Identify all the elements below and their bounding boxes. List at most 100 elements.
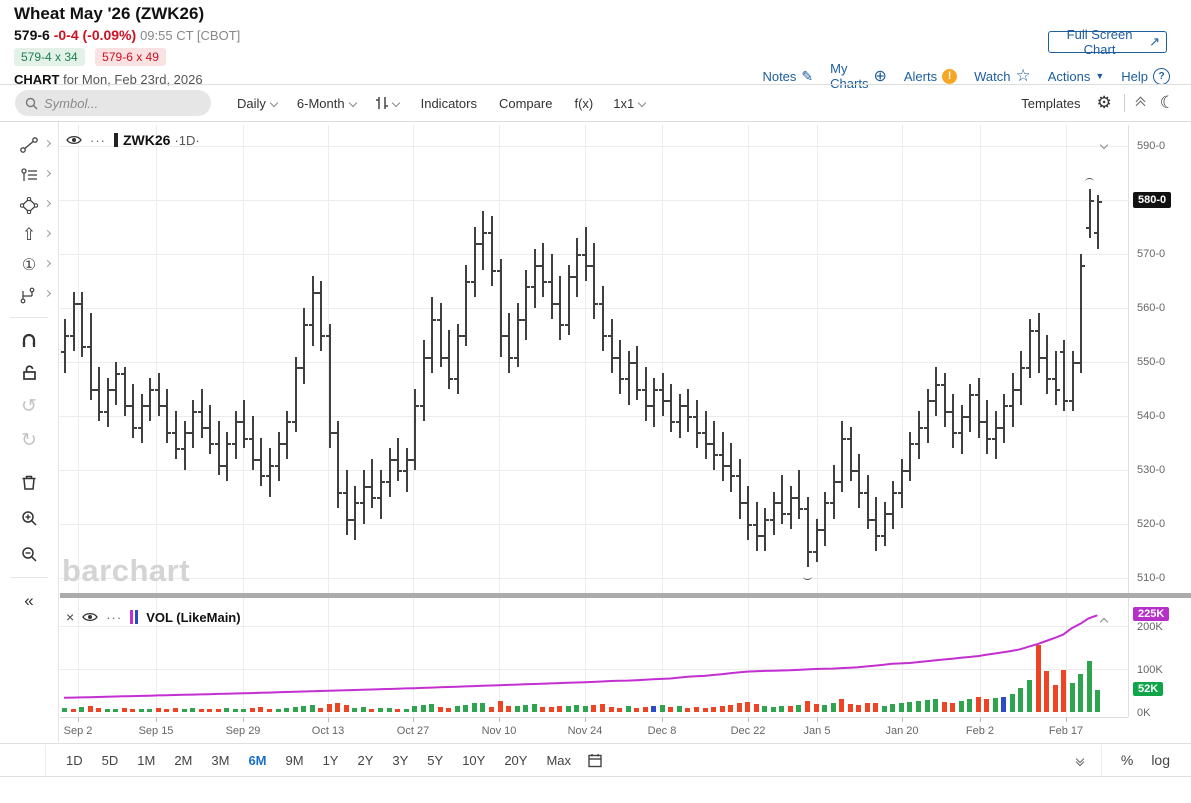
range-button-1d[interactable]: 1D bbox=[66, 752, 83, 768]
ohlc-bar bbox=[994, 410, 997, 460]
range-button-3m[interactable]: 3M bbox=[211, 752, 230, 768]
range-button-1y[interactable]: 1Y bbox=[322, 752, 339, 768]
help-link[interactable]: Help? bbox=[1121, 67, 1170, 85]
eye-icon[interactable] bbox=[82, 611, 98, 623]
compare-button[interactable]: Compare bbox=[499, 96, 552, 111]
measure-tool[interactable] bbox=[0, 280, 58, 310]
ohlc-bar bbox=[311, 275, 314, 346]
ohlc-open-tick bbox=[1043, 356, 1047, 359]
period-dropdown[interactable]: Daily bbox=[237, 96, 279, 111]
ohlc-open-tick bbox=[880, 534, 884, 537]
range-button-2y[interactable]: 2Y bbox=[357, 752, 374, 768]
range-button-max[interactable]: Max bbox=[546, 752, 572, 768]
volume-gridline bbox=[60, 626, 1128, 627]
ohlc-close-tick bbox=[151, 389, 155, 391]
fibonacci-tool[interactable] bbox=[0, 160, 58, 190]
ohlc-open-tick bbox=[940, 383, 944, 386]
pane-resize-handle[interactable] bbox=[60, 593, 1191, 598]
range-button-6m[interactable]: 6M bbox=[248, 752, 267, 768]
range-button-1m[interactable]: 1M bbox=[137, 752, 156, 768]
settings-button[interactable]: ⚙ bbox=[1097, 93, 1112, 113]
log-scale-button[interactable]: log bbox=[1151, 752, 1170, 768]
symbol-search-input[interactable]: Symbol... bbox=[15, 90, 211, 116]
trend-line-tool[interactable] bbox=[0, 130, 58, 160]
ohlc-bar bbox=[636, 345, 639, 400]
indicator-menu-icon[interactable]: ··· bbox=[106, 609, 123, 625]
number-annotation-tool[interactable]: ① bbox=[0, 250, 58, 280]
circled-one-icon: ① bbox=[21, 257, 37, 274]
ohlc-bars-icon bbox=[375, 97, 388, 109]
ohlc-open-tick bbox=[257, 459, 261, 462]
range-button-2m[interactable]: 2M bbox=[174, 752, 193, 768]
ohlc-bar bbox=[661, 372, 664, 416]
my-charts-link[interactable]: My Charts ⊕ bbox=[830, 61, 887, 91]
undo-button[interactable]: ↺ bbox=[0, 391, 58, 421]
ohlc-close-tick bbox=[621, 378, 625, 381]
volume-indicator-label[interactable]: VOL (LikeMain) bbox=[146, 609, 241, 625]
ohlc-bar bbox=[1011, 372, 1014, 427]
volume-bar bbox=[104, 708, 110, 712]
shapes-tool[interactable] bbox=[0, 190, 58, 220]
ohlc-close-tick bbox=[928, 399, 932, 402]
series-interval[interactable]: ·1D· bbox=[174, 132, 200, 148]
ohlc-open-tick bbox=[710, 443, 714, 445]
close-icon[interactable]: × bbox=[66, 609, 75, 625]
ohlc-close-tick bbox=[1090, 200, 1094, 202]
zoom-out-button[interactable] bbox=[0, 539, 58, 569]
range-button-20y[interactable]: 20Y bbox=[504, 752, 528, 768]
ohlc-bar bbox=[209, 405, 212, 454]
expand-bottom-button[interactable] bbox=[1075, 754, 1085, 766]
percent-scale-button[interactable]: % bbox=[1120, 752, 1134, 768]
price-axis[interactable]: 590-0 570-0 560-0 550-0 540-0 530-0 520-0 510-0… bbox=[1128, 125, 1191, 593]
ohlc-bar bbox=[337, 421, 340, 508]
volume-bar bbox=[309, 705, 315, 712]
eye-icon[interactable] bbox=[66, 134, 82, 146]
range-dropdown[interactable]: 6-Month bbox=[297, 96, 357, 111]
range-button-5y[interactable]: 5Y bbox=[427, 752, 444, 768]
watch-link[interactable]: Watch ☆ bbox=[974, 66, 1031, 86]
full-screen-chart-button[interactable]: Full Screen Chart ↗ bbox=[1048, 27, 1167, 57]
volume-pane-expand-button[interactable] bbox=[1099, 613, 1109, 631]
series-symbol[interactable]: ZWK26 bbox=[123, 132, 171, 148]
fx-button[interactable]: f(x) bbox=[574, 96, 593, 111]
range-button-5d[interactable]: 5D bbox=[101, 752, 119, 768]
range-button-3y[interactable]: 3Y bbox=[392, 752, 409, 768]
header-links: Notes ✎ My Charts ⊕ Alerts! Watch ☆ Actions… bbox=[762, 61, 1170, 91]
actions-dropdown[interactable]: Actions ▼ bbox=[1048, 69, 1105, 84]
volume-bar bbox=[548, 707, 554, 712]
unlock-drawings-tool[interactable] bbox=[0, 357, 58, 387]
volume-bar bbox=[335, 702, 341, 712]
time-tick-mark bbox=[662, 718, 663, 722]
ohlc-close-tick bbox=[262, 475, 266, 478]
layout-dropdown[interactable]: 1x1 bbox=[613, 96, 647, 111]
ohlc-bar bbox=[183, 421, 186, 470]
chart-type-dropdown[interactable] bbox=[375, 96, 400, 110]
time-axis[interactable]: Sep 2 Sep 15 Sep 29 Oct 13 Oct 27 Nov 10 Nov 2… bbox=[60, 717, 1128, 744]
range-button-10y[interactable]: 10Y bbox=[462, 752, 486, 768]
zoom-in-button[interactable] bbox=[0, 503, 58, 533]
ohlc-bar bbox=[465, 264, 468, 346]
delete-drawings-button[interactable] bbox=[0, 467, 58, 497]
collapse-sidebar-button[interactable]: « bbox=[0, 586, 58, 616]
collapse-toolbar-button[interactable] bbox=[1135, 96, 1146, 110]
price-pane-collapse-button[interactable] bbox=[1099, 136, 1109, 154]
volume-bar bbox=[377, 708, 383, 712]
indicators-button[interactable]: Indicators bbox=[421, 96, 477, 111]
volume-bar bbox=[523, 705, 529, 712]
alerts-link[interactable]: Alerts! bbox=[904, 68, 958, 84]
arrow-annotation-tool[interactable]: ⇧ bbox=[0, 220, 58, 250]
range-button-9m[interactable]: 9M bbox=[285, 752, 304, 768]
series-menu-icon[interactable]: ··· bbox=[90, 132, 106, 148]
dark-mode-toggle[interactable]: ☾ bbox=[1160, 93, 1175, 113]
notes-link[interactable]: Notes ✎ bbox=[762, 68, 813, 85]
price-pane-plot[interactable] bbox=[60, 125, 1128, 593]
magnet-snap-tool[interactable] bbox=[0, 325, 58, 355]
ohlc-close-tick bbox=[484, 232, 488, 235]
volume-pane-plot[interactable] bbox=[60, 598, 1128, 717]
volume-axis[interactable]: 200K 100K 0K 225K 52K bbox=[1128, 598, 1191, 719]
templates-button[interactable]: Templates bbox=[1021, 96, 1080, 111]
custom-date-range-button[interactable] bbox=[588, 753, 602, 768]
ohlc-close-tick bbox=[228, 443, 232, 445]
redo-button[interactable]: ↻ bbox=[0, 425, 58, 455]
ohlc-open-tick bbox=[803, 507, 807, 510]
